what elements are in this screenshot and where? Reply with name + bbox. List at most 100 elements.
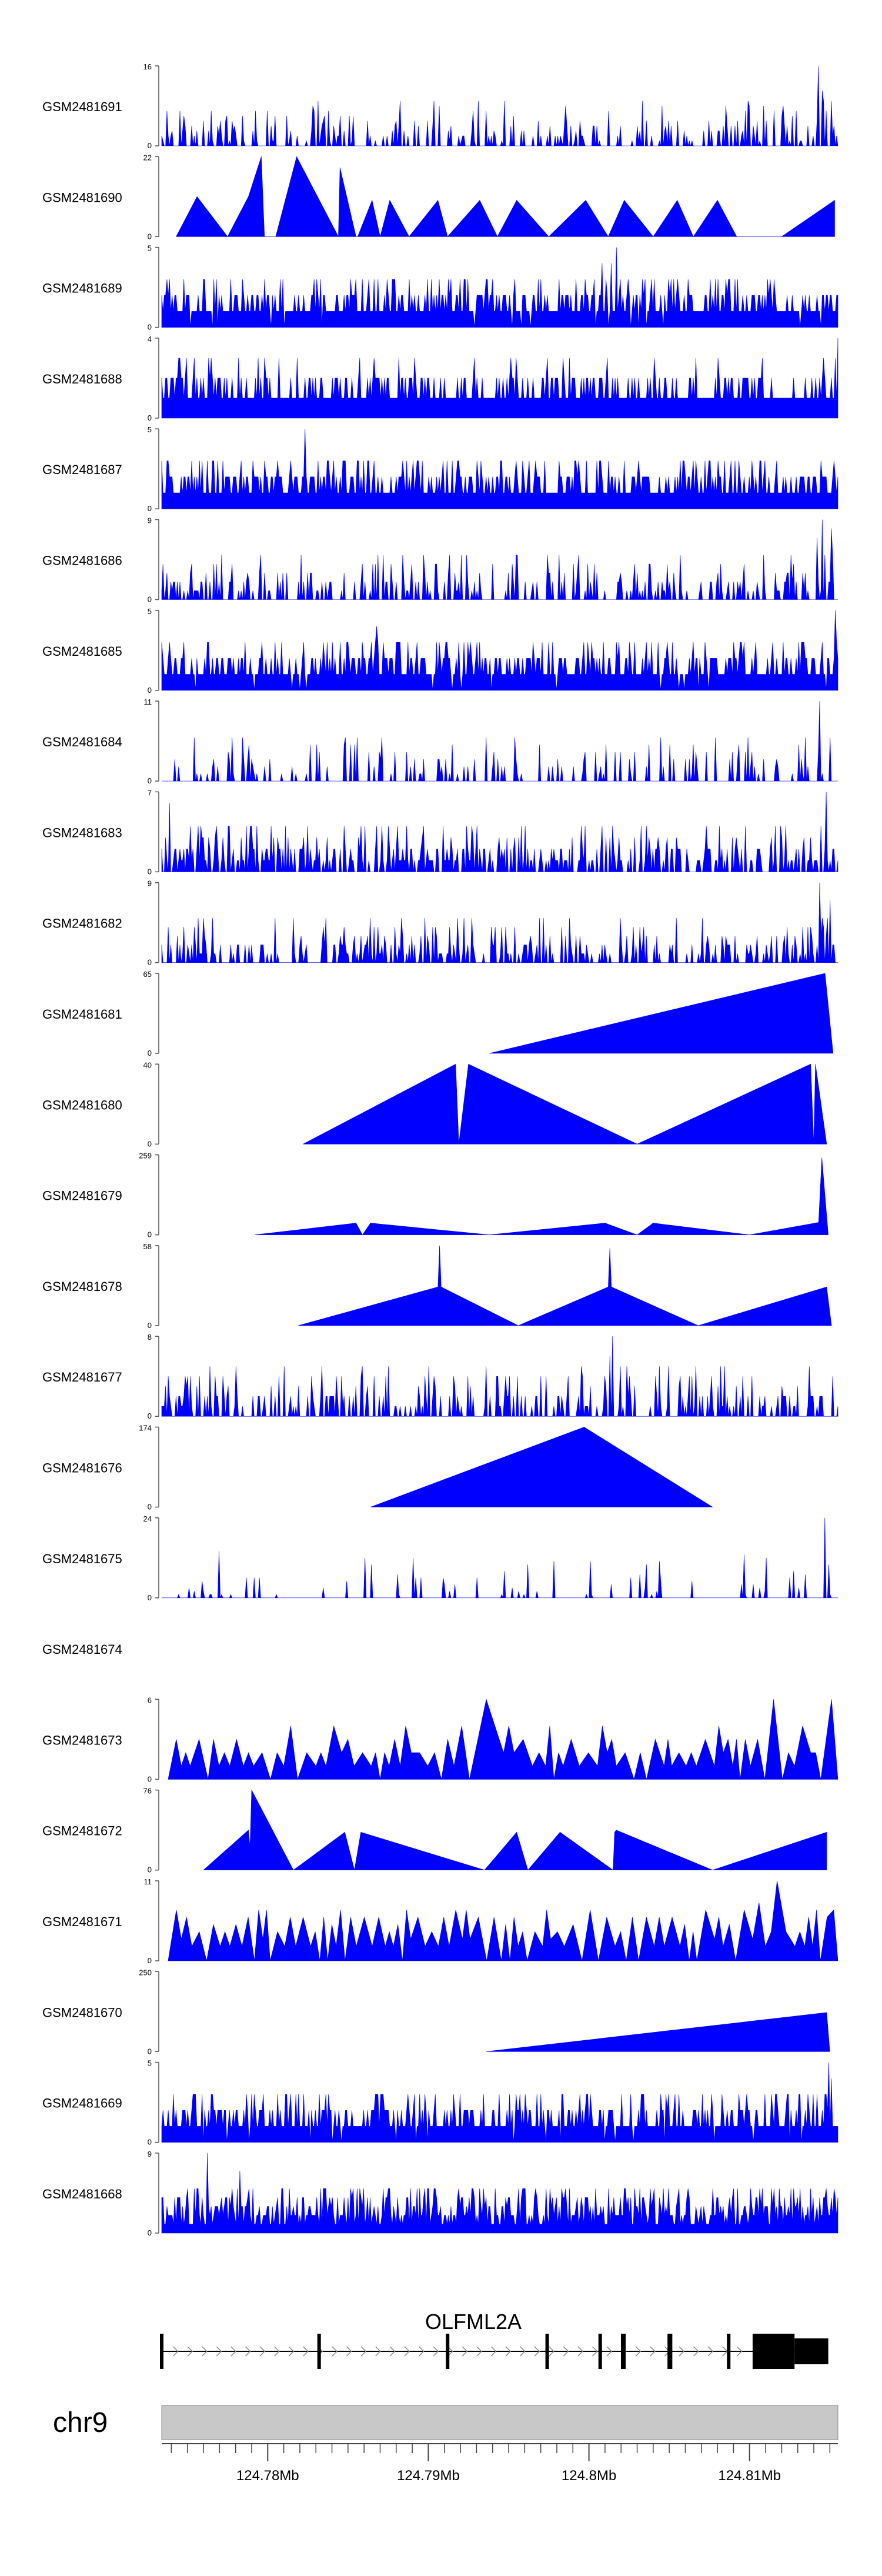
y-axis-max-label: 5 xyxy=(148,425,152,434)
y-axis-min-label: 0 xyxy=(148,2228,152,2237)
track-GSM2481674: GSM2481674 xyxy=(42,1642,122,1657)
y-axis-min-label: 0 xyxy=(148,232,152,241)
track-label: GSM2481679 xyxy=(42,1189,122,1203)
coverage-area xyxy=(161,338,838,419)
strand-arrow xyxy=(216,2346,222,2357)
y-axis-max-label: 259 xyxy=(139,1152,152,1160)
genome-axis: 124.78Mb 124.79Mb 124.8Mb 124.81Mb xyxy=(162,2443,838,2484)
ideogram-track: chr9 xyxy=(53,2405,838,2440)
track-label: GSM2481671 xyxy=(42,1914,122,1929)
y-axis-max-label: 174 xyxy=(139,1424,152,1433)
y-axis-min-label: 0 xyxy=(148,2047,152,2056)
track-GSM2481675: GSM2481675 24 0 xyxy=(42,1514,838,1602)
gene-track: OLFML2A xyxy=(160,2310,828,2369)
strand-arrow xyxy=(187,2346,193,2357)
strand-arrow xyxy=(288,2346,295,2357)
track-label: GSM2481677 xyxy=(42,1370,122,1384)
coverage-area xyxy=(176,156,835,237)
track-GSM2481673: GSM2481673 6 0 xyxy=(42,1696,838,1783)
track-label: GSM2481686 xyxy=(42,553,122,568)
y-axis-min-label: 0 xyxy=(148,1956,152,1965)
track-label: GSM2481688 xyxy=(42,372,122,386)
gene-exon xyxy=(317,2334,321,2369)
y-axis-min-label: 0 xyxy=(148,1139,152,1148)
track-GSM2481669: GSM2481669 5 0 xyxy=(42,2059,838,2147)
strand-arrow xyxy=(433,2346,439,2357)
coverage-area xyxy=(161,882,838,963)
track-GSM2481686: GSM2481686 9 0 xyxy=(42,516,838,604)
y-axis-max-label: 22 xyxy=(143,153,152,162)
y-axis-max-label: 11 xyxy=(144,1877,152,1886)
strand-arrow xyxy=(490,2346,497,2357)
strand-arrow xyxy=(563,2346,569,2357)
track-label: GSM2481672 xyxy=(42,1824,122,1838)
y-axis-max-label: 9 xyxy=(148,516,152,525)
track-GSM2481685: GSM2481685 5 0 xyxy=(42,607,838,695)
track-label: GSM2481673 xyxy=(42,1733,122,1747)
strand-arrow xyxy=(303,2346,309,2357)
y-axis-max-label: 11 xyxy=(144,698,152,706)
strand-arrow xyxy=(462,2346,468,2357)
track-GSM2481676: GSM2481676 174 0 xyxy=(42,1424,713,1511)
track-label: GSM2481676 xyxy=(42,1461,122,1476)
strand-arrow xyxy=(389,2346,396,2357)
y-axis-max-label: 6 xyxy=(148,1696,152,1704)
strand-arrow xyxy=(202,2346,208,2357)
coverage-area xyxy=(161,65,838,147)
y-axis-min-label: 0 xyxy=(148,867,152,876)
strand-arrow xyxy=(635,2346,642,2357)
y-axis-min-label: 0 xyxy=(148,958,152,967)
track-label: GSM2481689 xyxy=(42,281,122,296)
track-GSM2481671: GSM2481671 11 0 xyxy=(42,1877,838,1965)
y-axis-min-label: 0 xyxy=(148,2138,152,2147)
coverage-area xyxy=(161,247,838,328)
strand-arrow xyxy=(534,2346,540,2357)
y-axis-min-label: 0 xyxy=(148,1412,152,1420)
track-GSM2481672: GSM2481672 76 0 xyxy=(42,1787,827,1874)
coverage-area xyxy=(161,2062,838,2143)
chromosome-ideogram xyxy=(161,2405,838,2440)
coverage-area xyxy=(162,701,838,782)
strand-arrow xyxy=(693,2346,699,2357)
track-GSM2481687: GSM2481687 5 0 xyxy=(42,425,838,513)
strand-arrow xyxy=(173,2346,179,2357)
y-axis-min-label: 0 xyxy=(148,1774,152,1783)
chromosome-label: chr9 xyxy=(53,2407,108,2438)
track-label: GSM2481687 xyxy=(42,462,122,477)
coverage-area xyxy=(489,973,834,1054)
strand-arrow xyxy=(274,2346,280,2357)
coverage-tracks: GSM2481691160GSM2481690220GSM248168950GS… xyxy=(42,62,838,2237)
coverage-area xyxy=(161,2153,838,2234)
y-axis-min-label: 0 xyxy=(148,1503,152,1511)
y-axis-min-label: 0 xyxy=(148,1049,152,1057)
track-label: GSM2481669 xyxy=(42,2096,122,2111)
gene-exon xyxy=(620,2334,626,2369)
strand-arrow xyxy=(707,2346,714,2357)
track-GSM2481690: GSM2481690 22 0 xyxy=(42,153,835,241)
gene-exon xyxy=(598,2334,602,2369)
y-axis-min-label: 0 xyxy=(148,1230,152,1239)
y-axis-max-label: 9 xyxy=(148,879,152,888)
y-axis-max-label: 65 xyxy=(143,970,152,979)
ideogram-band xyxy=(161,2405,838,2440)
strand-arrow xyxy=(360,2346,367,2357)
y-axis-max-label: 4 xyxy=(148,335,152,343)
y-axis-min-label: 0 xyxy=(148,1321,152,1330)
y-axis-min-label: 0 xyxy=(148,776,152,785)
gene-exon-utr xyxy=(794,2338,828,2364)
y-axis-min-label: 0 xyxy=(148,595,152,604)
coverage-area xyxy=(486,2012,830,2052)
strand-arrow xyxy=(476,2346,482,2357)
strand-arrow xyxy=(332,2346,338,2357)
track-GSM2481677: GSM2481677 8 0 xyxy=(42,1333,838,1420)
coverage-area xyxy=(161,1336,838,1417)
track-GSM2481691: GSM2481691 16 0 xyxy=(42,62,838,150)
track-GSM2481670: GSM2481670 250 0 xyxy=(42,1968,830,2056)
coverage-area xyxy=(168,1880,838,1961)
y-axis-min-label: 0 xyxy=(148,323,152,332)
track-label: GSM2481681 xyxy=(42,1007,122,1022)
track-GSM2481683: GSM2481683 7 0 xyxy=(42,788,838,876)
y-axis-max-label: 76 xyxy=(143,1787,152,1796)
track-GSM2481679: GSM2481679 259 0 xyxy=(42,1152,828,1239)
